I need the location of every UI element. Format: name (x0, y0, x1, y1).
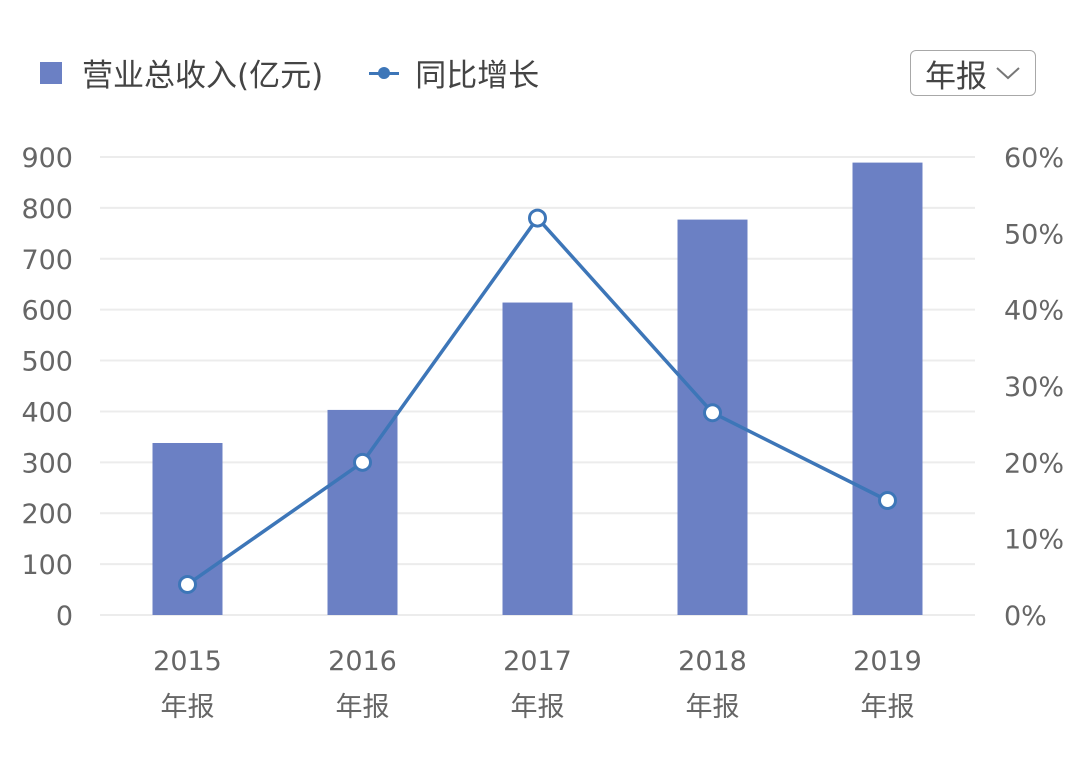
chart-legend: 营业总收入(亿元) 同比增长 (40, 50, 585, 95)
x-axis-tick-sublabel: 年报 (511, 692, 565, 723)
growth-point (878, 491, 897, 510)
bar (852, 162, 923, 615)
line-swatch-icon (369, 62, 400, 84)
bar (502, 302, 573, 615)
right-axis-tick-label: 20% (1004, 448, 1064, 479)
left-axis-tick-label: 200 (21, 499, 73, 530)
bar-swatch-icon (40, 61, 62, 84)
left-axis-tick-label: 900 (21, 143, 73, 174)
legend-label-revenue: 营业总收入(亿元) (82, 58, 324, 94)
bar (327, 409, 398, 615)
legend-label-growth: 同比增长 (415, 58, 540, 94)
x-axis-tick-sublabel: 年报 (686, 692, 740, 723)
x-axis-tick-sublabel: 年报 (336, 692, 390, 723)
right-axis-tick-label: 50% (1004, 219, 1064, 250)
x-axis-tick-label: 2017 (503, 646, 572, 677)
legend-item-growth: 同比增长 (369, 50, 539, 95)
period-select[interactable]: 年报 (910, 50, 1036, 96)
left-axis-tick-label: 300 (21, 448, 73, 479)
x-axis-tick-sublabel: 年报 (861, 692, 915, 723)
x-axis-tick-label: 2019 (853, 646, 922, 677)
left-axis-tick-label: 800 (21, 194, 73, 225)
left-axis-tick-label: 500 (21, 347, 73, 378)
left-axis-tick-label: 600 (21, 296, 73, 327)
x-axis-tick-label: 2016 (328, 646, 397, 677)
left-axis-tick-label: 0 (56, 601, 73, 632)
growth-point (353, 452, 372, 472)
right-axis-tick-label: 40% (1004, 296, 1064, 327)
growth-point (528, 208, 547, 228)
right-axis-tick-label: 60% (1004, 143, 1064, 174)
chevron-down-icon (996, 67, 1020, 80)
growth-point (703, 403, 722, 423)
right-axis-tick-label: 0% (1004, 601, 1047, 632)
growth-point (178, 574, 197, 594)
period-select-value: 年报 (925, 58, 987, 95)
left-axis-tick-label: 100 (21, 550, 73, 581)
right-axis-tick-label: 10% (1004, 525, 1064, 556)
x-axis-tick-sublabel: 年报 (161, 692, 215, 723)
legend-item-revenue: 营业总收入(亿元) (40, 50, 323, 95)
left-axis-tick-label: 400 (21, 397, 73, 428)
right-axis-tick-label: 30% (1004, 372, 1064, 403)
x-axis-tick-label: 2018 (678, 646, 747, 677)
x-axis-tick-label: 2015 (153, 646, 222, 677)
left-axis-tick-label: 700 (21, 245, 73, 276)
